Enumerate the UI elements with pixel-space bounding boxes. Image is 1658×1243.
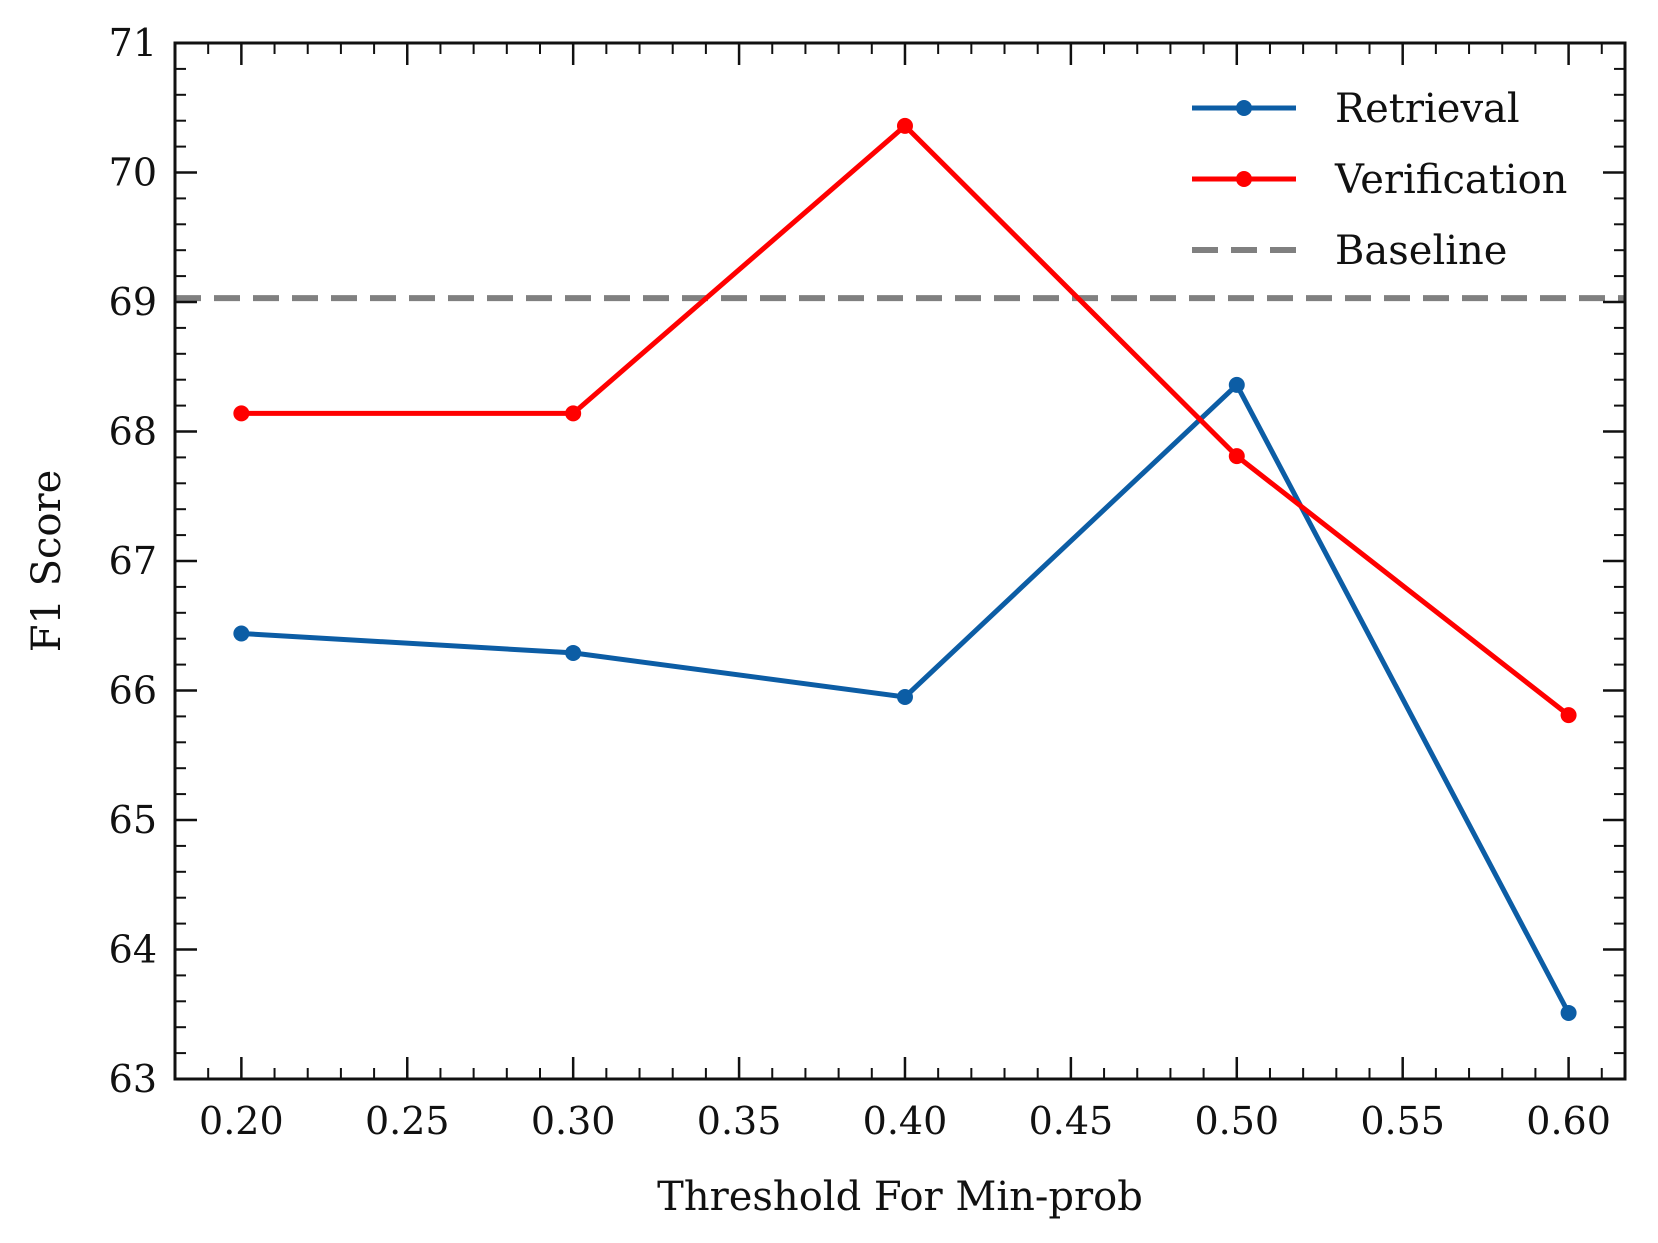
y-tick-label: 65 [109, 798, 157, 842]
y-tick-label: 69 [109, 280, 157, 324]
tick-labels: 63 64 65 66 67 68 69 70 71 0.20 0.25 0.30 0.35 0.40 0.… [109, 21, 1611, 1143]
verification-point [1560, 707, 1577, 724]
x-tick-label: 0.35 [697, 1099, 782, 1143]
verification-series-line [241, 123, 1571, 718]
y-tick-label: 64 [109, 928, 157, 972]
legend-retrieval-marker [1236, 100, 1252, 116]
y-tick-label: 67 [109, 539, 157, 583]
series-markers [233, 117, 1577, 1021]
y-tick-label: 71 [109, 21, 157, 65]
verification-point [896, 117, 913, 134]
x-axis-label: Threshold For Min-prob [657, 1174, 1143, 1220]
plot-frame [173, 41, 1627, 1081]
retrieval-point [1560, 1004, 1577, 1021]
x-tick-label: 0.55 [1360, 1099, 1445, 1143]
retrieval-point [896, 688, 913, 705]
x-tick-label: 0.45 [1029, 1099, 1114, 1143]
x-tick-label: 0.25 [365, 1099, 450, 1143]
retrieval-point [565, 644, 582, 661]
x-tick-label: 0.40 [863, 1099, 948, 1143]
y-tick-label: 66 [109, 669, 157, 713]
y-tick-label: 63 [109, 1057, 157, 1101]
y-tick-label: 70 [109, 151, 157, 195]
legend-verification-label: Verification [1334, 157, 1567, 203]
verification-point [1228, 448, 1245, 465]
legend-verification-marker [1236, 171, 1252, 187]
x-tick-label: 0.30 [531, 1099, 616, 1143]
verification-point [565, 405, 582, 422]
retrieval-point [233, 625, 250, 642]
x-tick-label: 0.50 [1194, 1099, 1279, 1143]
y-tick-label: 68 [109, 410, 157, 454]
legend-baseline-label: Baseline [1335, 228, 1507, 274]
legend: Retrieval Verification Baseline [1192, 86, 1567, 274]
legend-retrieval-label: Retrieval [1335, 86, 1520, 132]
x-tick-label: 0.60 [1526, 1099, 1611, 1143]
x-tick-label: 0.20 [199, 1099, 284, 1143]
y-axis-label: F1 Score [24, 470, 70, 653]
verification-point [233, 405, 250, 422]
retrieval-point [1228, 376, 1245, 393]
